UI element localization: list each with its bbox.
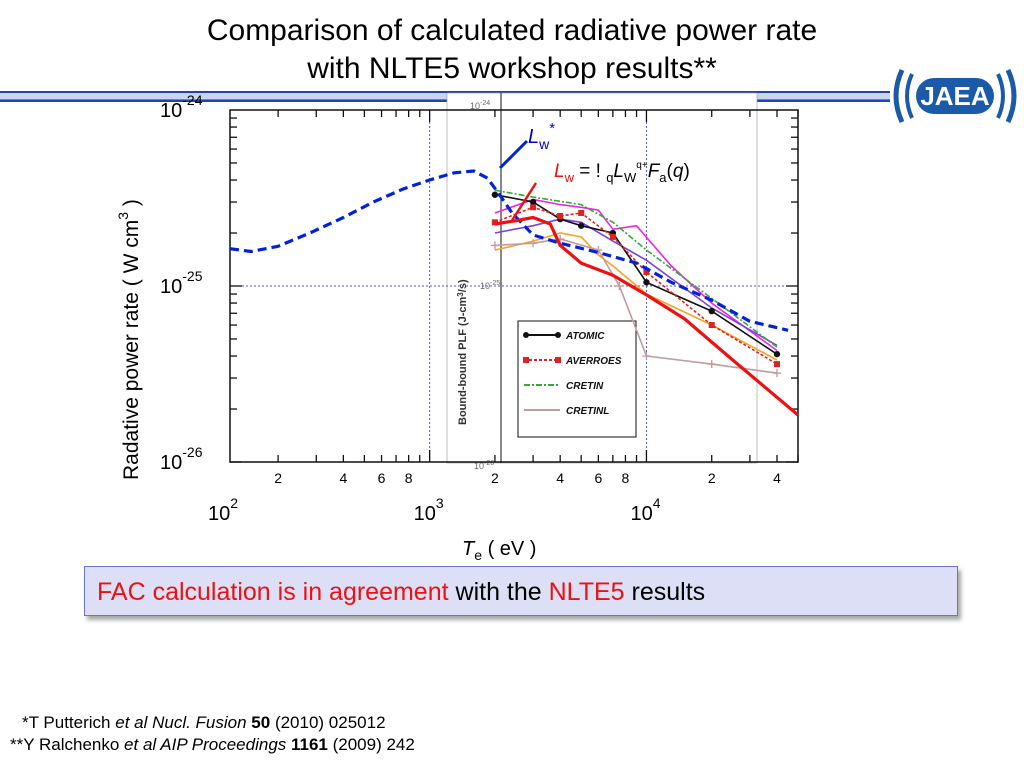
inset-tick-bot: 10-26 bbox=[474, 460, 494, 471]
callout-text-1: with the bbox=[448, 578, 549, 606]
inset-point bbox=[557, 212, 564, 219]
inset-legend-label-1: AVERROES bbox=[565, 356, 622, 367]
x-minor-label-4: 2 bbox=[491, 470, 499, 486]
inset-tick-top: 10-24 bbox=[470, 100, 490, 111]
y-axis-label: Radative power rate ( W cm3 ) bbox=[115, 199, 143, 480]
x-minor-label-1: 4 bbox=[339, 470, 347, 486]
inset-point bbox=[491, 219, 498, 226]
x-minor-label-9: 4 bbox=[773, 470, 781, 486]
reference-2: **Y Ralchenko et al AIP Proceedings 1161… bbox=[10, 735, 415, 754]
x-major-label-1: 103 bbox=[414, 495, 444, 525]
lw-star-label: Lw* bbox=[528, 120, 555, 152]
inset-series-cretin bbox=[494, 189, 778, 348]
inset-legend-label-0: ATOMIC bbox=[565, 331, 605, 342]
inset-point bbox=[773, 350, 781, 358]
x-minor-label-5: 4 bbox=[556, 470, 564, 486]
inset-legend-label-2: CRETIN bbox=[566, 381, 604, 392]
callout-highlight-2: NLTE5 bbox=[548, 578, 625, 606]
inset-legend-items: ATOMIC AVERROES CRETIN CRETINL bbox=[523, 331, 622, 417]
inset-point bbox=[773, 361, 780, 368]
jaea-logo: JAEA bbox=[893, 68, 1017, 124]
y-major-label-0: 10-24 bbox=[160, 92, 203, 122]
conclusion-callout: FAC calculation is in agreement with the… bbox=[84, 566, 958, 616]
inset-point bbox=[643, 279, 650, 286]
series-lw_star bbox=[229, 169, 789, 332]
inset-series-atomic bbox=[494, 193, 778, 355]
x-axis-label: Te ( eV ) bbox=[462, 538, 536, 563]
power-rate-chart: 10-24 10-25 10-26 Bound-bound PLF (J-cm3… bbox=[115, 92, 800, 563]
inset-figure: 10-24 10-25 10-26 Bound-bound PLF (J-cm3… bbox=[446, 92, 758, 471]
title-line-2: with NLTE5 workshop results** bbox=[307, 52, 717, 85]
reference-1: *T Putterich et al Nucl. Fusion 50 (2010… bbox=[22, 713, 386, 732]
logo-left-arc bbox=[893, 68, 905, 124]
inset-point bbox=[708, 307, 715, 315]
slide-title: Comparison of calculated radiative power… bbox=[0, 12, 1024, 88]
inset-point bbox=[529, 198, 537, 206]
x-major-label-0: 102 bbox=[208, 495, 238, 525]
lw-pointer bbox=[509, 182, 538, 223]
inset-legend-marker bbox=[555, 332, 561, 338]
x-minor-label-6: 6 bbox=[594, 470, 602, 486]
x-minor-label-0: 2 bbox=[274, 470, 282, 486]
inset-point bbox=[609, 233, 616, 240]
inset-legend bbox=[517, 320, 637, 438]
header-band-line bbox=[0, 100, 890, 102]
inset-point bbox=[491, 191, 499, 198]
inset-extra-line-2 bbox=[494, 218, 778, 347]
grid-lines bbox=[230, 110, 798, 462]
inset-ylabel: Bound-bound PLF (J-cm3/s) bbox=[456, 279, 469, 425]
logo-right-arc bbox=[1005, 68, 1017, 124]
inset-point bbox=[578, 209, 585, 216]
logo-pill bbox=[916, 78, 994, 114]
inset-legend-marker bbox=[523, 332, 529, 338]
inset-extra-line-0 bbox=[494, 198, 778, 352]
logo-right-arc-inner bbox=[996, 73, 1005, 119]
inset-legend-marker bbox=[555, 357, 561, 363]
inset-legend-marker bbox=[523, 357, 529, 363]
inset-series-cretinl bbox=[494, 238, 778, 374]
tick-labels: 2 4 6 8 2 4 6 8 2 4 102 103 104 10-24 10-25 10-26 bbox=[160, 92, 781, 525]
x-minor-label-2: 6 bbox=[378, 470, 386, 486]
inset-point bbox=[643, 269, 650, 276]
y-major-label-2: 10-26 bbox=[160, 444, 203, 474]
lw-star-pointer bbox=[498, 139, 529, 170]
inset-point bbox=[530, 204, 537, 211]
axis-ticks bbox=[230, 110, 799, 463]
y-major-label-1: 10-25 bbox=[160, 268, 203, 298]
x-minor-label-8: 2 bbox=[708, 470, 716, 486]
logo-text: JAEA bbox=[920, 81, 990, 111]
x-major-label-2: 104 bbox=[630, 495, 660, 525]
x-minor-label-7: 8 bbox=[622, 470, 630, 486]
callout-highlight-1: FAC calculation is in agreement bbox=[97, 578, 449, 606]
inset-tick-mid: 10-25 bbox=[480, 280, 500, 291]
main-series-lines bbox=[229, 169, 800, 417]
inset-point bbox=[577, 222, 585, 229]
title-line-1: Comparison of calculated radiative power… bbox=[206, 14, 818, 47]
inset-point bbox=[708, 322, 715, 329]
logo-left-arc-inner bbox=[905, 73, 914, 119]
series-lw bbox=[494, 215, 800, 417]
inset-legend-label-3: CRETINL bbox=[566, 406, 609, 417]
x-minor-label-3: 8 bbox=[405, 470, 413, 486]
references: *T Putterich et al Nucl. Fusion 50 (2010… bbox=[0, 712, 415, 756]
lw-formula: Lw = ! qLWq+Fa(q) bbox=[554, 160, 690, 185]
inset-series-averroes bbox=[494, 206, 778, 365]
callout-text-2: results bbox=[624, 578, 706, 606]
